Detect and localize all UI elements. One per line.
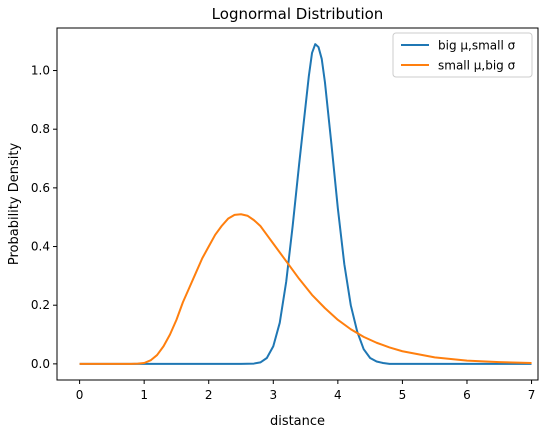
- y-tick-label: 0.0: [31, 357, 50, 371]
- chart-title: Lognormal Distribution: [212, 5, 384, 23]
- x-tick-label: 4: [334, 388, 342, 402]
- y-tick-label: 0.8: [31, 122, 50, 136]
- y-axis-ticks: 0.0 0.2 0.4 0.6 0.8 1.0: [31, 64, 57, 371]
- y-tick-label: 1.0: [31, 64, 50, 78]
- y-axis-label: Probability Density: [7, 143, 22, 266]
- legend-label-big-mu: big μ,small σ: [438, 39, 516, 53]
- x-axis-ticks: 0 1 2 3 4 5 6 7: [76, 380, 536, 402]
- x-tick-label: 3: [269, 388, 277, 402]
- x-tick-label: 0: [76, 388, 84, 402]
- x-tick-label: 5: [399, 388, 407, 402]
- series-line-1: [79, 213, 532, 365]
- series-line-0: [79, 43, 532, 365]
- y-tick-label: 0.4: [31, 240, 50, 254]
- y-tick-label: 0.6: [31, 181, 50, 195]
- x-axis-label: distance: [270, 414, 325, 429]
- x-tick-label: 6: [463, 388, 471, 402]
- x-tick-label: 1: [140, 388, 148, 402]
- y-tick-label: 0.2: [31, 298, 50, 312]
- x-tick-label: 7: [528, 388, 536, 402]
- legend: big μ,small σ small μ,big σ: [392, 32, 533, 78]
- legend-label-small-mu: small μ,big σ: [438, 59, 516, 73]
- series-lines: [79, 43, 532, 365]
- plot-area-frame: [56, 27, 539, 381]
- x-tick-label: 2: [205, 388, 213, 402]
